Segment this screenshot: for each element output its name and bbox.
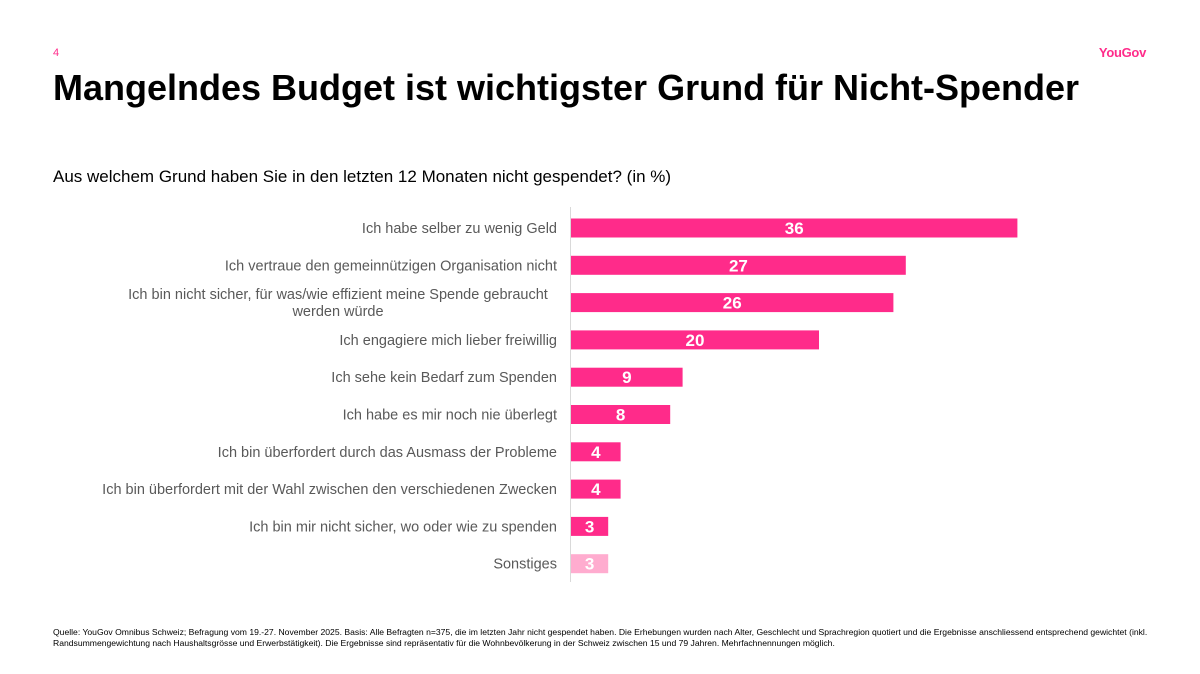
category-label: Ich habe selber zu wenig Geld — [362, 221, 557, 237]
bar-value-label: 27 — [729, 256, 748, 275]
category-label: Ich sehe kein Bedarf zum Spenden — [331, 370, 557, 386]
bar — [571, 330, 819, 350]
category-label: Ich habe es mir noch nie überlegt — [343, 408, 557, 424]
category-label: Ich vertraue den gemeinnützigen Organisa… — [225, 258, 557, 274]
bar — [571, 516, 609, 536]
category-label: Sonstiges — [493, 557, 557, 573]
bar — [571, 442, 621, 462]
yougov-logo: YouGov — [1098, 45, 1146, 60]
category-label: Ich bin nicht sicher, für was/wie effizi… — [128, 287, 548, 320]
bar — [571, 554, 609, 574]
category-label: Ich bin mir nicht sicher, wo oder wie zu… — [249, 519, 557, 535]
bar-value-label: 3 — [585, 517, 594, 536]
bar-value-label: 3 — [585, 555, 594, 574]
bar-value-label: 8 — [616, 406, 625, 425]
bar — [571, 255, 906, 275]
category-label: Ich bin überfordert durch das Ausmass de… — [218, 445, 557, 461]
bar-value-label: 36 — [785, 219, 804, 238]
bar — [571, 218, 1018, 238]
category-label: Ich engagiere mich lieber freiwillig — [339, 333, 557, 349]
source-footnote: Quelle: YouGov Omnibus Schweiz; Befragun… — [53, 627, 1148, 648]
page-title: Mangelndes Budget ist wichtigster Grund … — [53, 67, 1080, 108]
bar — [571, 293, 894, 313]
page-number: 4 — [53, 47, 60, 59]
bar-value-label: 4 — [591, 443, 601, 462]
bar — [571, 405, 671, 424]
bar — [571, 479, 621, 499]
bar-value-label: 20 — [686, 331, 705, 350]
bar — [571, 367, 683, 387]
bar-value-label: 4 — [591, 480, 601, 499]
bar-value-label: 9 — [622, 368, 631, 387]
category-label: Ich bin überfordert mit der Wahl zwische… — [102, 482, 557, 498]
chart-subtitle: Aus welchem Grund haben Sie in den letzt… — [53, 167, 672, 186]
bar-value-label: 26 — [723, 294, 742, 313]
